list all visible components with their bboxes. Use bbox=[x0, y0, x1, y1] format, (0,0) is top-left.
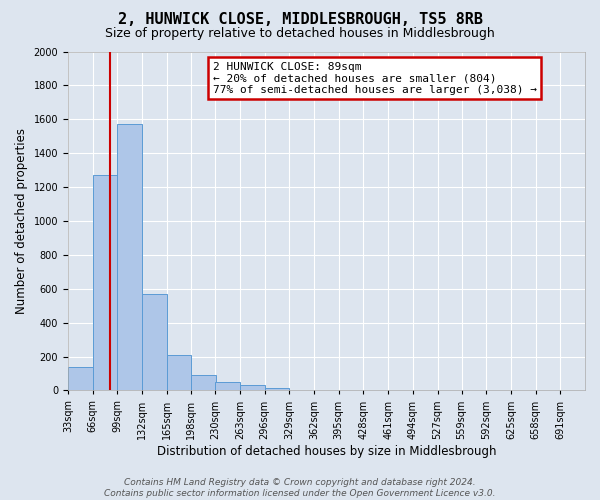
Text: Size of property relative to detached houses in Middlesbrough: Size of property relative to detached ho… bbox=[105, 28, 495, 40]
Bar bbox=[240, 386, 265, 390]
X-axis label: Distribution of detached houses by size in Middlesbrough: Distribution of detached houses by size … bbox=[157, 444, 496, 458]
Bar bbox=[265, 388, 289, 390]
Text: 2 HUNWICK CLOSE: 89sqm
← 20% of detached houses are smaller (804)
77% of semi-de: 2 HUNWICK CLOSE: 89sqm ← 20% of detached… bbox=[212, 62, 536, 95]
Bar bbox=[215, 382, 240, 390]
Bar bbox=[92, 175, 117, 390]
Text: Contains HM Land Registry data © Crown copyright and database right 2024.
Contai: Contains HM Land Registry data © Crown c… bbox=[104, 478, 496, 498]
Bar bbox=[68, 366, 92, 390]
Bar bbox=[191, 375, 216, 390]
Bar bbox=[117, 124, 142, 390]
Text: 2, HUNWICK CLOSE, MIDDLESBROUGH, TS5 8RB: 2, HUNWICK CLOSE, MIDDLESBROUGH, TS5 8RB bbox=[118, 12, 482, 28]
Bar bbox=[167, 355, 191, 390]
Y-axis label: Number of detached properties: Number of detached properties bbox=[15, 128, 28, 314]
Bar bbox=[142, 294, 167, 390]
